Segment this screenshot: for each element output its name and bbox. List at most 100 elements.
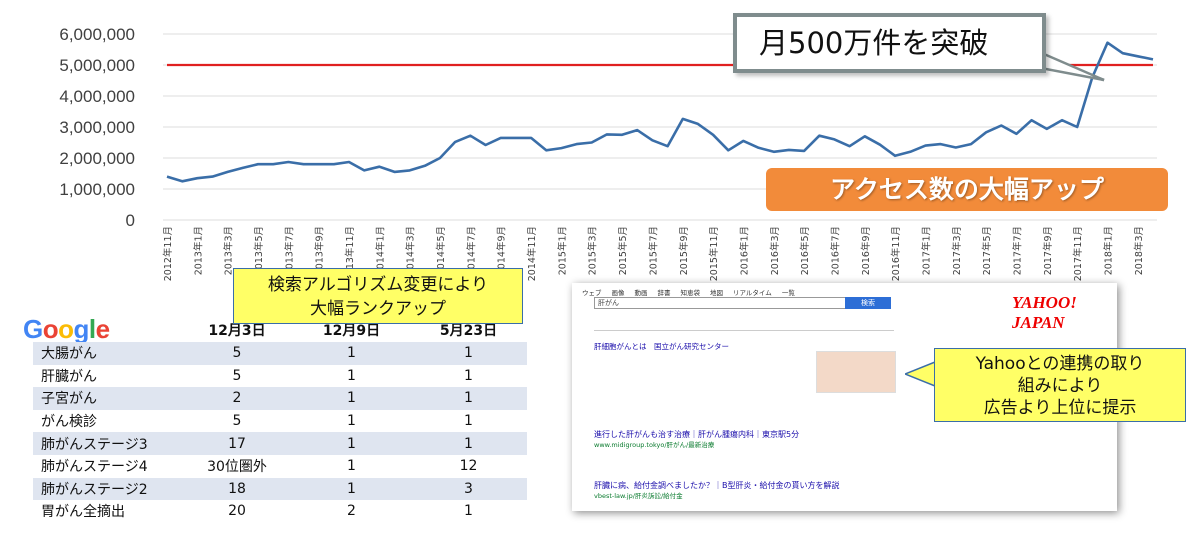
rank-cell: 5: [181, 342, 293, 365]
yahoo-nav-item[interactable]: 辞書: [657, 289, 671, 297]
result-thumbnail: [816, 351, 896, 393]
y-tick-label: 5,000,000: [59, 56, 135, 75]
yahoo-nav-item[interactable]: 知恵袋: [680, 289, 701, 297]
x-tick-label: 2014年3月: [405, 226, 417, 275]
ad-url: vbest-law.jp/肝炎訴訟/給付金: [594, 492, 683, 500]
x-tick-label: 2017年5月: [981, 226, 993, 275]
x-tick-label: 2012年11月: [162, 226, 174, 281]
yahoo-nav: ウェブ 画像 動画 辞書 知恵袋 地図 リアルタイム 一覧: [582, 287, 795, 297]
x-tick-label: 2015年11月: [708, 226, 720, 281]
ad-title-link[interactable]: 進行した肝がんも治す治療｜肝がん腫瘍内科｜東京駅5分: [594, 430, 800, 439]
table-row: がん検診 5 1 1: [33, 410, 527, 433]
header-keyword: [33, 318, 181, 342]
yahoo-search-button[interactable]: 検索: [845, 297, 891, 309]
keyword-cell: がん検診: [41, 414, 97, 431]
result-title-link[interactable]: 肝細胞がんとは 国立がん研究センター: [594, 342, 729, 351]
keyword-cell: 胃がん全摘出: [41, 504, 125, 521]
yahoo-logo: YAHOO! JAPAN: [1012, 293, 1077, 332]
x-tick-label: 2016年7月: [829, 226, 841, 275]
table-row: 胃がん全摘出 20 2 1: [33, 500, 527, 523]
y-tick-label: 2,000,000: [59, 149, 135, 168]
yahoo-search-input[interactable]: 肝がん: [594, 297, 847, 309]
series-line-access: [166, 41, 1154, 183]
x-tick-label: 2015年1月: [556, 226, 568, 275]
yahoo-nav-item[interactable]: 一覧: [781, 289, 795, 297]
rank-cell: 17: [181, 432, 293, 455]
rank-cell: 1: [347, 458, 356, 475]
x-tick-label: 2015年9月: [678, 226, 690, 275]
x-tick-label: 2017年11月: [1072, 226, 1084, 281]
keyword-cell: 肺がんステージ3: [33, 432, 181, 455]
x-tick-label: 2017年1月: [920, 226, 932, 275]
x-tick-label: 2013年7月: [283, 226, 295, 275]
header-date-1: 12月3日: [208, 323, 266, 339]
x-tick-label: 2014年5月: [435, 226, 447, 275]
ad-url: www.midigroup.tokyo/肝がん/最新治療: [594, 441, 715, 449]
yahoo-nav-item[interactable]: ウェブ: [582, 289, 602, 297]
yahoo-nav-item[interactable]: 地図: [710, 289, 723, 297]
x-tick-label: 2014年1月: [374, 226, 386, 275]
y-tick-label: 1,000,000: [59, 180, 135, 199]
rank-cell: 2: [347, 503, 356, 520]
x-tick-label: 2016年11月: [890, 226, 902, 281]
x-tick-label: 2018年3月: [1133, 226, 1145, 275]
x-tick-label: 2014年7月: [465, 226, 477, 275]
x-tick-label: 2016年5月: [799, 226, 811, 275]
table-row: 大腸がん 5 1 1: [33, 342, 527, 365]
note-line: 組みにより: [1017, 376, 1103, 396]
rank-cell: 1: [464, 503, 473, 520]
header-date-2: 12月9日: [322, 323, 381, 339]
x-tick-label: 2013年1月: [192, 226, 204, 275]
yahoo-nav-item[interactable]: 画像: [611, 289, 625, 297]
y-tick-label: 0: [126, 211, 135, 230]
keyword-cell: 肺がんステージ4: [41, 459, 148, 476]
note-line: 広告より上位に提示: [983, 398, 1137, 418]
x-tick-label: 2013年9月: [314, 226, 326, 275]
x-tick-label: 2015年7月: [647, 226, 659, 275]
x-tick-label: 2014年9月: [496, 226, 508, 275]
x-tick-label: 2017年9月: [1042, 226, 1054, 275]
rank-cell: 18: [181, 477, 293, 501]
keyword-cell: 子宮がん: [33, 387, 181, 410]
access-increase-badge: アクセス数の大幅アップ: [766, 168, 1168, 211]
header-date-3: 5月23日: [439, 323, 498, 339]
y-tick-label: 6,000,000: [59, 25, 135, 44]
table-row: 肝臓がん 5 1 1: [33, 365, 527, 388]
yahoo-nav-item[interactable]: リアルタイム: [733, 289, 772, 297]
x-tick-label: 2018年1月: [1102, 226, 1114, 275]
y-axis-tick-labels: 0 1,000,000 2,000,000 3,000,000 4,000,000 5,0…: [59, 25, 135, 230]
table-row: 肺がんステージ4 30位圏外 1 12: [33, 455, 527, 478]
divider: [594, 330, 894, 331]
x-tick-label: 2017年3月: [951, 226, 963, 275]
note-line: 大幅ランクアップ: [310, 299, 446, 319]
keyword-cell: 大腸がん: [33, 342, 181, 365]
rank-cell: 3: [410, 477, 527, 501]
rank-cell: 1: [293, 387, 410, 410]
x-tick-label: 2015年5月: [617, 226, 629, 275]
x-tick-label: 2017年7月: [1011, 226, 1023, 275]
x-tick-label: 2014年11月: [526, 226, 538, 281]
x-tick-label: 2015年3月: [587, 226, 599, 275]
table-row: 肺がんステージ3 17 1 1: [33, 432, 527, 455]
rank-cell: 1: [347, 413, 356, 430]
rank-cell: 1: [293, 477, 410, 501]
yahoo-nav-item[interactable]: 動画: [634, 289, 648, 297]
table-row: 肺がんステージ2 18 1 3: [33, 477, 527, 501]
y-tick-label: 4,000,000: [59, 87, 135, 106]
keyword-cell: 肝臓がん: [41, 368, 97, 385]
y-tick-label: 3,000,000: [59, 118, 135, 137]
ad-title-link[interactable]: 肝臓に病、給付金調べましたか？｜B型肝炎・給付金の貰い方を解説: [594, 481, 840, 490]
rank-cell: 1: [464, 413, 473, 430]
rank-cell: 1: [347, 367, 356, 384]
yahoo-partnership-note: Yahooとの連携の取り 組みにより 広告より上位に提示: [934, 348, 1186, 422]
ranking-header-row: 12月3日 12月9日 5月23日: [33, 318, 527, 342]
rank-cell: 1: [410, 432, 527, 455]
x-tick-label: 2013年11月: [344, 226, 356, 281]
x-tick-label: 2016年9月: [860, 226, 872, 275]
x-tick-label: 2013年3月: [223, 226, 235, 275]
rank-cell: 2: [181, 387, 293, 410]
rank-cell: 1: [293, 432, 410, 455]
rank-cell: 1: [410, 387, 527, 410]
note-line: Yahooとの連携の取り: [975, 354, 1145, 374]
table-row: 子宮がん 2 1 1: [33, 387, 527, 410]
